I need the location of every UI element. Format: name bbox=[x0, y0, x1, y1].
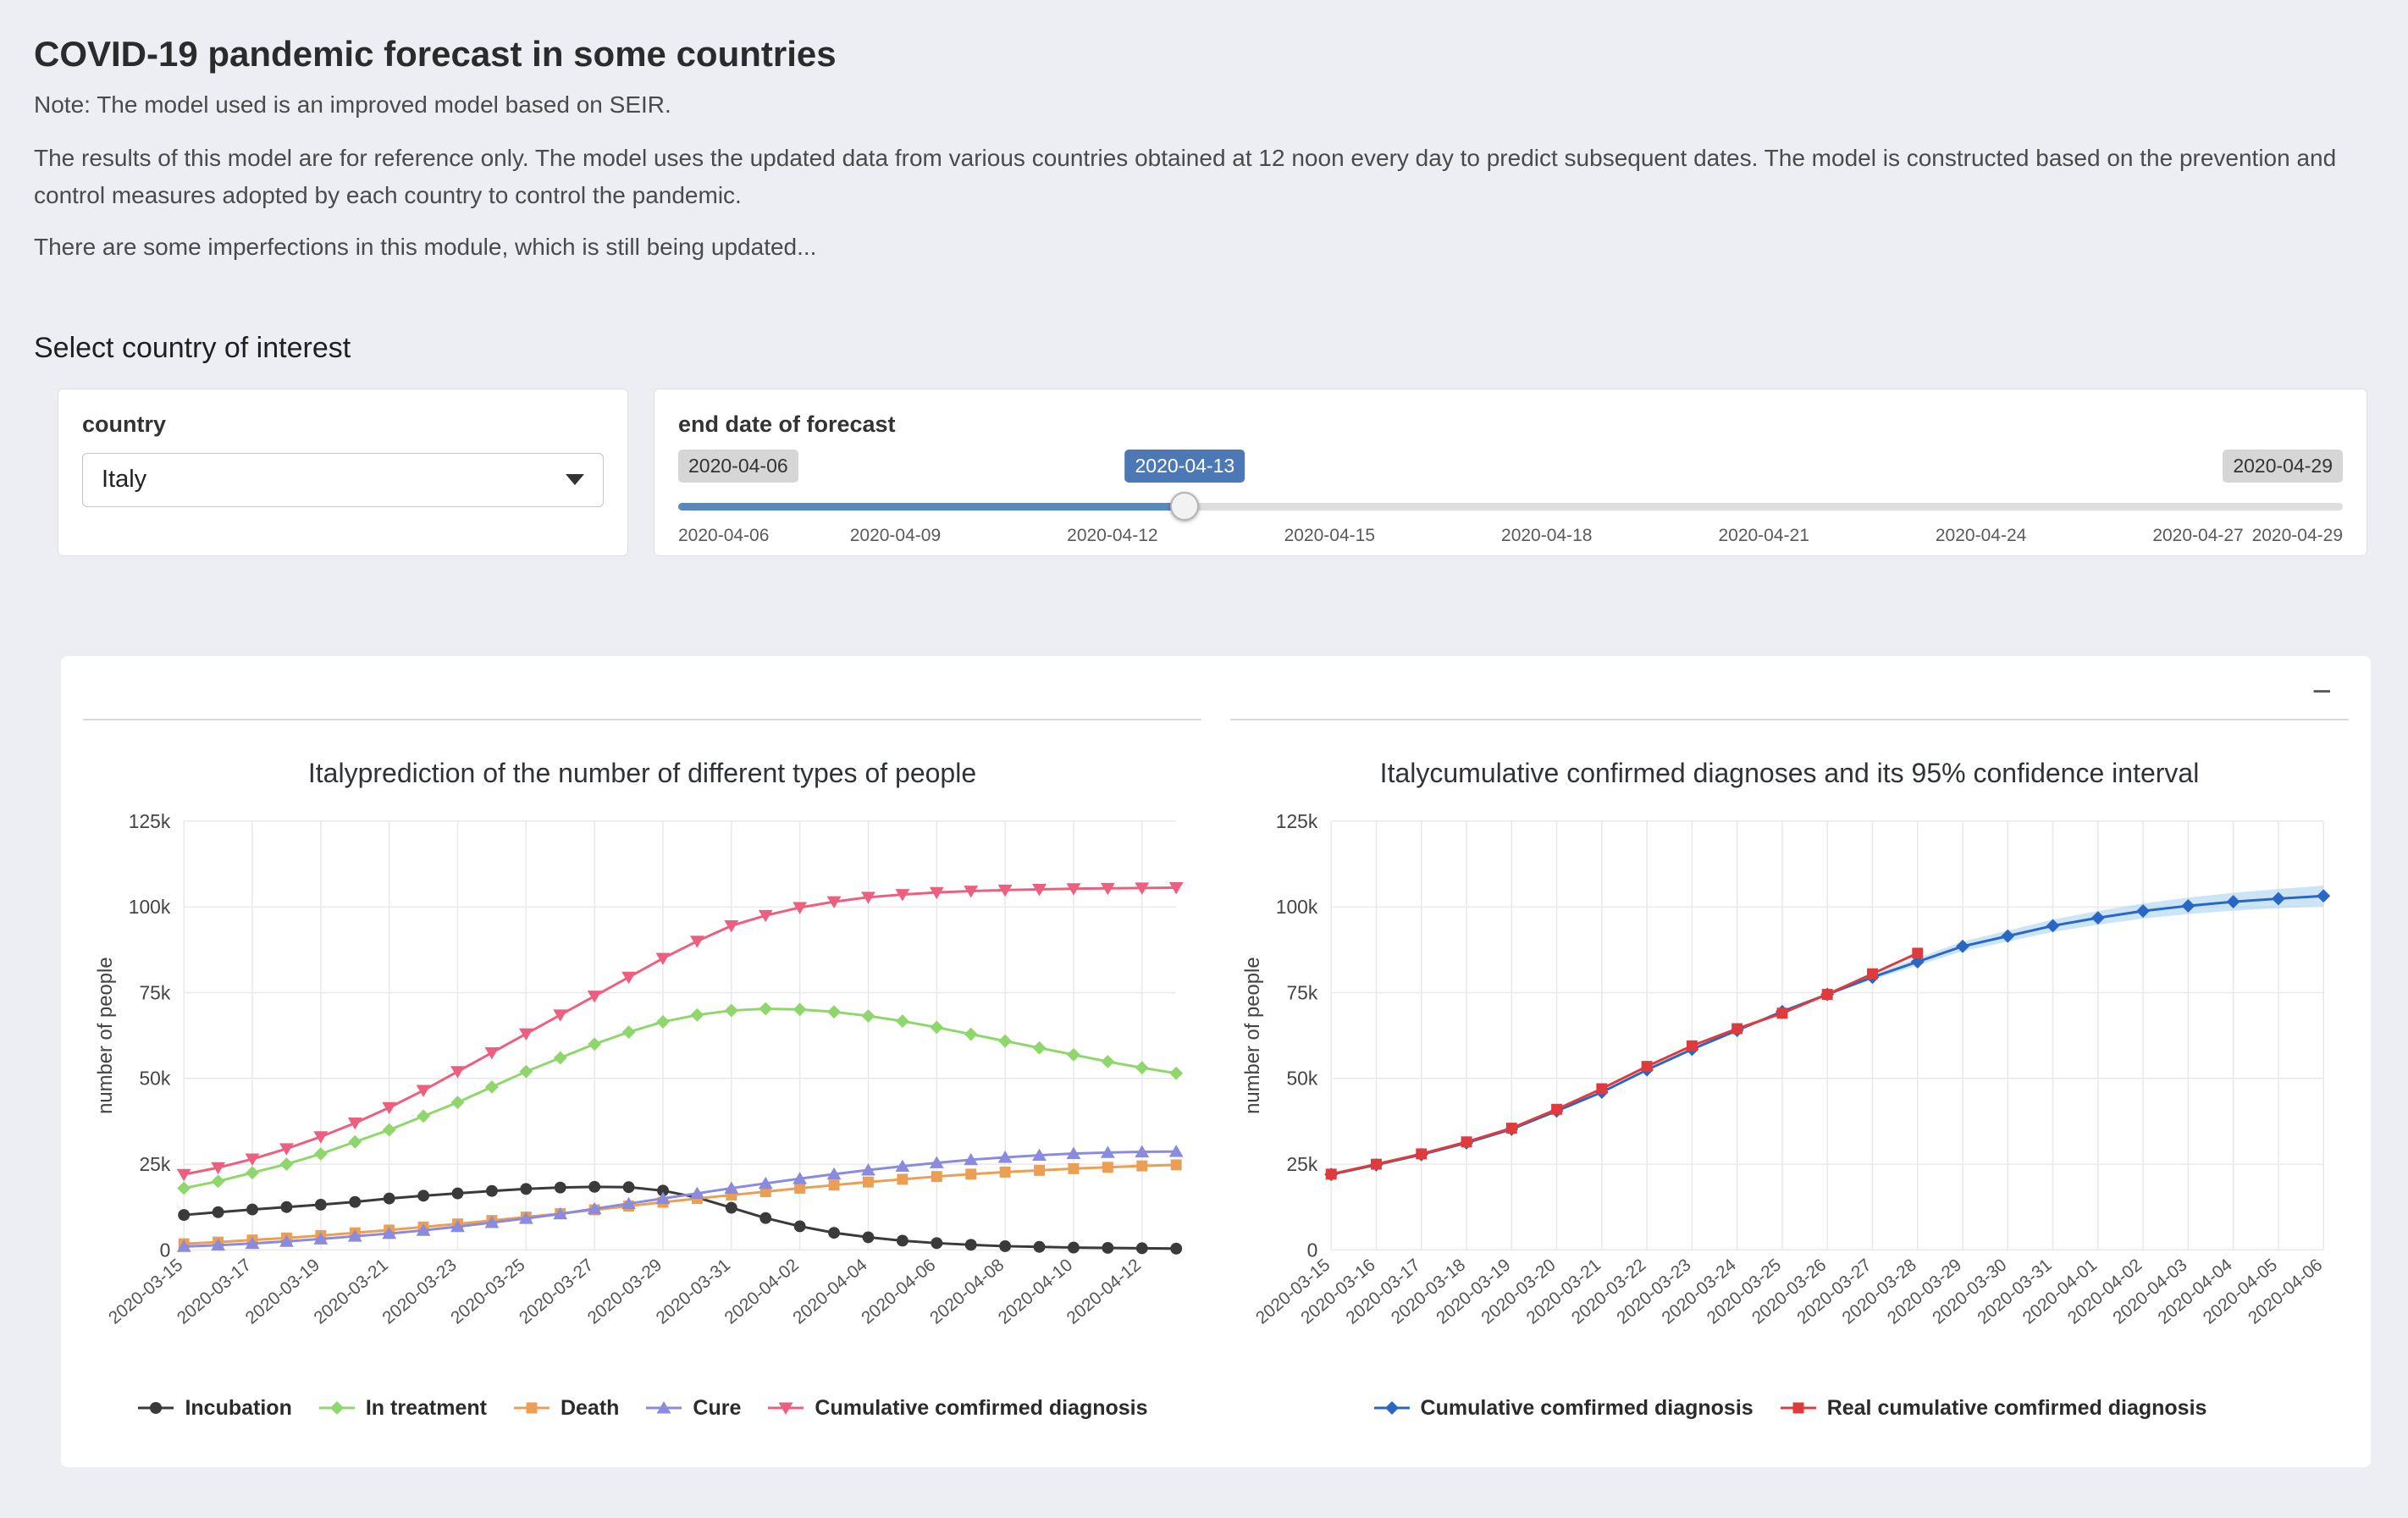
svg-text:2020-03-17: 2020-03-17 bbox=[174, 1255, 255, 1328]
svg-text:number of people: number of people bbox=[1241, 957, 1264, 1113]
svg-text:2020-04-02: 2020-04-02 bbox=[721, 1255, 802, 1328]
legend-marker-icon bbox=[1780, 1402, 1816, 1414]
slider-tick-label: 2020-04-12 bbox=[1067, 525, 1158, 545]
section-title: Select country of interest bbox=[34, 331, 351, 364]
legend-marker-icon bbox=[646, 1401, 682, 1414]
country-dropdown-value: Italy bbox=[102, 466, 147, 494]
legend-item[interactable]: Cumulative comfirmed diagnosis bbox=[1372, 1396, 1754, 1421]
panel-divider bbox=[83, 718, 1201, 720]
model-note: Note: The model used is an improved mode… bbox=[34, 91, 671, 118]
slider-tick-label: 2020-04-27 bbox=[2152, 525, 2244, 545]
legend-item[interactable]: Incubation bbox=[136, 1395, 292, 1421]
legend-marker-icon bbox=[513, 1402, 550, 1414]
confidence-chart-panel: Italycumulative confirmed diagnoses and … bbox=[1230, 718, 2349, 1421]
slider-track[interactable] bbox=[678, 490, 2343, 522]
country-label: country bbox=[82, 411, 167, 437]
legend-label: Cumulative comfirmed diagnosis bbox=[815, 1395, 1148, 1420]
slider-tick-label: 2020-04-21 bbox=[1718, 525, 1809, 545]
svg-text:125k: 125k bbox=[129, 809, 171, 831]
slider-axis: 2020-04-06 2020-04-09 2020-04-12 2020-04-15… bbox=[678, 526, 2343, 551]
svg-text:2020-04-04: 2020-04-04 bbox=[789, 1255, 870, 1328]
controls-row: country Italy end date of forecast 2020-… bbox=[58, 388, 2367, 556]
forecast-card: end date of forecast 2020-04-06 2020-04-… bbox=[654, 388, 2367, 556]
slider-current-badge: 2020-04-13 bbox=[1124, 449, 1245, 483]
confidence-chart-title: Italycumulative confirmed diagnoses and … bbox=[1379, 757, 2200, 788]
svg-text:2020-04-12: 2020-04-12 bbox=[1063, 1255, 1145, 1328]
slider-tick-label: 2020-04-18 bbox=[1501, 525, 1593, 545]
prediction-chart-canvas[interactable]: 2020-03-15 2020-03-17 2020-03-19 2020-03-21… bbox=[83, 804, 1201, 1393]
slider-tick-label: 2020-04-29 bbox=[2251, 525, 2343, 545]
svg-text:2020-04-08: 2020-04-08 bbox=[926, 1255, 1008, 1328]
collapse-panel-button[interactable]: − bbox=[2311, 672, 2332, 710]
legend-marker-icon bbox=[318, 1401, 355, 1416]
legend-item[interactable]: Death bbox=[512, 1396, 619, 1421]
legend-item[interactable]: Cure bbox=[644, 1396, 741, 1421]
update-note: There are some imperfections in this mod… bbox=[34, 234, 817, 261]
svg-text:2020-03-21: 2020-03-21 bbox=[310, 1255, 391, 1328]
svg-text:50k: 50k bbox=[139, 1067, 170, 1089]
charts-row: Italyprediction of the number of differe… bbox=[83, 718, 2349, 1421]
svg-text:2020-04-10: 2020-04-10 bbox=[995, 1255, 1076, 1328]
svg-text:2020-03-29: 2020-03-29 bbox=[584, 1255, 666, 1328]
slider-rail bbox=[678, 502, 2343, 511]
slider-badges: 2020-04-06 2020-04-13 2020-04-29 bbox=[678, 449, 2343, 489]
svg-text:2020-03-31: 2020-03-31 bbox=[653, 1255, 734, 1328]
confidence-chart-canvas[interactable]: 2020-03-15 2020-03-16 2020-03-17 2020-03-18… bbox=[1230, 804, 2349, 1393]
svg-text:2020-03-19: 2020-03-19 bbox=[242, 1255, 323, 1328]
svg-text:100k: 100k bbox=[129, 896, 171, 918]
legend-label: Real cumulative comfirmed diagnosis bbox=[1826, 1395, 2207, 1420]
svg-text:number of people: number of people bbox=[94, 957, 117, 1113]
model-description: The results of this model are for refere… bbox=[34, 145, 2337, 208]
charts-card: − Italyprediction of the number of diffe… bbox=[61, 655, 2371, 1467]
svg-text:100k: 100k bbox=[1276, 896, 1318, 918]
legend-item[interactable]: Cumulative comfirmed diagnosis bbox=[766, 1395, 1148, 1421]
panel-divider bbox=[1230, 718, 2349, 720]
legend-label: Cumulative comfirmed diagnosis bbox=[1420, 1395, 1754, 1420]
svg-text:0: 0 bbox=[1307, 1239, 1318, 1261]
slider-tick-label: 2020-04-06 bbox=[678, 525, 770, 545]
slider-tick-label: 2020-04-24 bbox=[1935, 525, 2027, 545]
prediction-chart-title: Italyprediction of the number of differe… bbox=[307, 757, 977, 788]
chevron-down-icon bbox=[566, 474, 584, 486]
slider-tick-label: 2020-04-15 bbox=[1284, 525, 1376, 545]
svg-text:0: 0 bbox=[160, 1239, 171, 1261]
legend-marker-icon bbox=[138, 1402, 174, 1415]
slider-handle[interactable] bbox=[1170, 491, 1200, 521]
confidence-chart-legend: Cumulative comfirmed diagnosis Real cumul… bbox=[1230, 1396, 2349, 1421]
svg-text:75k: 75k bbox=[139, 981, 170, 1003]
svg-text:2020-03-23: 2020-03-23 bbox=[378, 1255, 460, 1328]
prediction-chart-panel: Italyprediction of the number of differe… bbox=[83, 718, 1201, 1421]
slider-tick-label: 2020-04-09 bbox=[849, 525, 942, 545]
svg-text:50k: 50k bbox=[1286, 1067, 1317, 1089]
country-dropdown[interactable]: Italy bbox=[82, 452, 604, 507]
legend-item[interactable]: Real cumulative comfirmed diagnosis bbox=[1779, 1395, 2207, 1421]
forecast-slider[interactable]: 2020-04-06 2020-04-13 2020-04-29 2020-04… bbox=[678, 449, 2343, 551]
chart-svg-0[interactable]: 2020-03-152020-03-172020-03-192020-03-21… bbox=[83, 804, 1201, 1393]
slider-fill bbox=[678, 502, 1185, 511]
svg-text:75k: 75k bbox=[1286, 981, 1317, 1003]
prediction-chart-legend: Incubation In treatment Death Cure Cumulativ… bbox=[83, 1396, 1201, 1421]
svg-text:125k: 125k bbox=[1276, 809, 1318, 831]
country-card: country Italy bbox=[58, 388, 628, 556]
slider-max-badge: 2020-04-29 bbox=[2223, 449, 2343, 483]
svg-text:2020-03-25: 2020-03-25 bbox=[447, 1255, 528, 1328]
forecast-label: end date of forecast bbox=[678, 411, 896, 437]
svg-text:2020-03-27: 2020-03-27 bbox=[516, 1255, 597, 1328]
legend-marker-icon bbox=[1373, 1401, 1410, 1416]
page-title: COVID-19 pandemic forecast in some count… bbox=[34, 34, 837, 74]
legend-label: Incubation bbox=[185, 1395, 292, 1420]
legend-label: In treatment bbox=[365, 1395, 487, 1420]
svg-text:2020-03-15: 2020-03-15 bbox=[105, 1255, 186, 1328]
svg-text:25k: 25k bbox=[139, 1153, 170, 1175]
legend-item[interactable]: In treatment bbox=[318, 1396, 487, 1421]
legend-label: Cure bbox=[693, 1395, 742, 1420]
chart-svg-1[interactable]: 2020-03-152020-03-162020-03-172020-03-18… bbox=[1230, 804, 2349, 1393]
legend-marker-icon bbox=[768, 1402, 804, 1416]
slider-min-badge: 2020-04-06 bbox=[678, 449, 798, 483]
legend-label: Death bbox=[560, 1395, 620, 1420]
svg-text:25k: 25k bbox=[1286, 1153, 1317, 1175]
svg-text:2020-04-06: 2020-04-06 bbox=[858, 1255, 939, 1328]
